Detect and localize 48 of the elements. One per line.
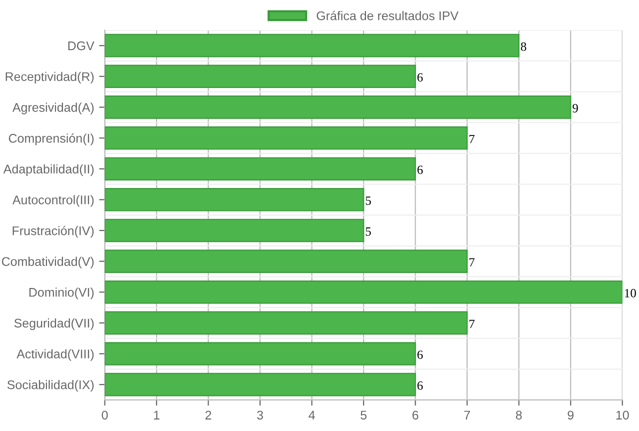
data-label: 8 [520,42,526,51]
x-tick-label: 1 [154,410,160,420]
y-tick-label: Seguridad(VII) [14,318,94,330]
bar [104,372,416,396]
x-tick-label: 5 [360,410,367,420]
y-tick-label: Adaptabilidad(II) [3,164,94,176]
data-label: 7 [469,258,475,266]
y-tick-label: Agresividad(A) [12,102,94,114]
bar [104,126,468,150]
x-tick-label: 9 [568,410,574,420]
x-tick-label: 4 [308,410,315,420]
y-tick-label: Comprensión(I) [8,133,94,146]
data-label: 7 [469,134,475,144]
y-tick-label: Actividad(VIII) [16,349,94,361]
x-tick-label: 10 [616,410,629,420]
x-tick-label: 2 [205,410,212,420]
bar [104,342,416,366]
bar [104,34,520,58]
bar [104,64,416,88]
legend-label: Gráfica de resultados IPV [316,10,459,20]
bar [104,96,572,119]
y-tick-label: Frustración(IV) [12,226,94,238]
data-label: 10 [625,288,636,298]
y-tick-label: Receptividad(R) [6,72,94,84]
bar [104,188,364,212]
data-label: 7 [469,320,475,328]
data-label: 6 [417,166,423,174]
x-tick-label: 8 [516,410,522,420]
bar [104,311,468,335]
bar [104,250,468,273]
bar [104,157,416,180]
y-tick-label: DGV [68,41,94,50]
y-tick-label: Autocontrol(III) [12,195,94,207]
data-label: 6 [417,350,423,359]
x-tick-label: 3 [257,410,263,420]
x-tick-label: 7 [464,410,470,420]
bar [104,218,364,242]
y-tick-label: Sociabilidad(IX) [7,380,94,392]
x-tick-label: 0 [102,410,108,420]
data-label: 9 [572,104,578,112]
data-label: 5 [366,196,371,205]
x-tick-label: 6 [412,410,418,420]
data-label: 6 [417,381,423,390]
data-label: 6 [417,73,423,82]
bar [104,280,622,304]
data-label: 5 [366,227,371,236]
y-tick-label: Dominio(VI) [29,288,94,300]
y-tick-label: Combatividad(V) [2,256,94,268]
